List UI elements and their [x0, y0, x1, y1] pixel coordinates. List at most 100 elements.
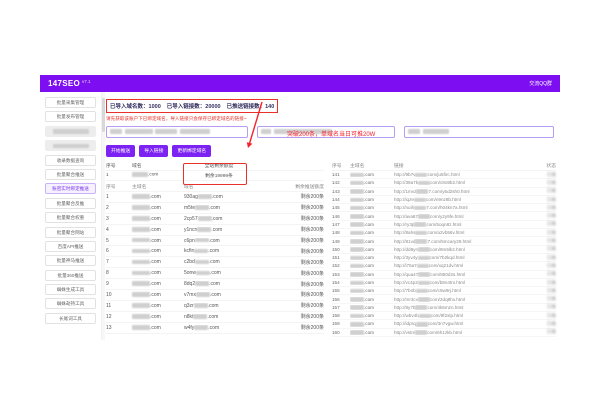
bind-token-input[interactable] — [106, 125, 248, 138]
row-index: 159 — [332, 321, 340, 327]
masked-text — [350, 230, 364, 236]
start-push-button[interactable]: 开始推送 — [106, 144, 136, 157]
scrollbar[interactable] — [102, 92, 105, 340]
quota-cell: 剩余200条 — [300, 248, 324, 255]
masked-text — [350, 222, 364, 227]
masked-text — [132, 216, 150, 221]
main-domain-cell: .com — [132, 303, 184, 309]
col-link: 链接 — [394, 164, 404, 170]
main-domain-cell: .com — [132, 227, 184, 233]
quota-cell: 剩余200条 — [300, 205, 324, 212]
status-masked-text: 已推 — [546, 287, 556, 293]
summary-label: 已推送链接数： — [226, 104, 266, 110]
sidebar-item[interactable]: 蜘蛛生成工具 — [45, 284, 96, 296]
status-masked-text: 已推 — [546, 320, 556, 326]
sidebar-item[interactable]: 账密实时绑定推送 — [45, 183, 96, 195]
table-row: 141 .com http://9b7v com/ju5firc.html 已推 — [332, 171, 556, 180]
sidebar-item[interactable] — [45, 140, 96, 152]
main-domain-cell: .com — [350, 263, 394, 269]
qq-group-link[interactable]: 交流QQ群 — [529, 81, 552, 87]
quota-cell: 剩余200条 — [300, 216, 324, 223]
table-row: 10 .com v7mx .com 剩余200条 — [106, 290, 324, 301]
quota-cell: 剩余19999条 — [205, 173, 233, 179]
masked-label — [408, 129, 420, 134]
sidebar-item[interactable]: 收录数据查询 — [45, 154, 96, 166]
col-domain: 域名 — [132, 164, 142, 170]
table-row: 3 .com 2cp57 .com 剩余200条 — [106, 214, 324, 225]
masked-text — [416, 189, 429, 194]
import-links-button[interactable]: 导入链接 — [139, 144, 169, 157]
masked-text — [132, 325, 150, 330]
col-site-quota: 全站剩余额度 — [204, 164, 234, 170]
status-cell: 已推 — [536, 197, 556, 203]
status-cell: 已推 — [536, 172, 556, 178]
sidebar-item[interactable]: 批量聚合反推 — [45, 197, 96, 209]
sidebar-item[interactable] — [45, 125, 96, 137]
masked-text — [350, 322, 364, 327]
sidebar-item[interactable]: 批量神马推送 — [45, 255, 96, 267]
account-input[interactable] — [257, 125, 395, 138]
table-row: 11 .com q3zr .com 剩余200条 — [106, 301, 324, 312]
status-masked-text: 已推 — [546, 204, 556, 210]
link-cell: http://mr3cv com/2dq8hx.html — [394, 296, 465, 302]
main-domain-cell: .com — [350, 313, 394, 319]
status-cell: 已推 — [536, 188, 556, 194]
row-index: 157 — [332, 304, 340, 310]
row-index: 147 — [332, 221, 340, 227]
masked-text — [195, 281, 210, 286]
masked-text — [350, 255, 364, 261]
app-version: v7.1 — [82, 79, 91, 84]
quota-input[interactable] — [404, 125, 554, 138]
status-cell: 已推 — [536, 296, 556, 302]
sidebar-item[interactable]: 批量聚合网站 — [45, 226, 96, 238]
sidebar-item[interactable]: 批量采集管理 — [45, 97, 96, 108]
masked-text — [132, 205, 150, 210]
masked-text — [194, 248, 209, 254]
table-row: 153 .com http://qua47 com/850d2s.html 已推 — [332, 271, 556, 279]
sidebar-item[interactable]: 蜘蛛劫持工具 — [45, 298, 96, 310]
status-cell: 已推 — [536, 271, 556, 277]
table-row: 7 .com c2bd .com 剩余200条 — [106, 257, 324, 269]
bind-tip-text: 请先获取该账户下已绑定域名，导入链接只会保存已绑定域名的链接~ — [106, 115, 247, 121]
link-cell: http://ry3p com/5oqn8z.html — [394, 221, 462, 227]
masked-label — [110, 129, 122, 134]
main-domain-cell: .com — [350, 288, 394, 294]
masked-text — [415, 288, 428, 294]
sidebar-item[interactable]: 批量聚合推送 — [45, 168, 96, 180]
table-row: 1 .com 剩余19999条 — [106, 171, 324, 181]
masked-text — [350, 239, 364, 244]
masked-text — [197, 227, 212, 232]
sidebar-item[interactable]: 批量发布管理 — [45, 111, 96, 123]
status-cell: 已推 — [536, 238, 556, 244]
masked-text — [414, 205, 427, 211]
row-index: 5 — [106, 237, 109, 244]
table-row: 147 .com http://ry3p com/5oqn8z.html 已推 — [332, 221, 556, 230]
sidebar-item[interactable]: 批量聚合权重 — [45, 212, 96, 224]
status-masked-text: 已推 — [546, 271, 556, 277]
masked-text — [350, 272, 364, 277]
masked-text — [193, 314, 208, 319]
sidebar-item[interactable]: 长尾词工具 — [45, 312, 96, 324]
scrollbar-thumb[interactable] — [102, 98, 105, 132]
domain-cell: v7mx .com — [184, 291, 221, 298]
masked-text — [418, 214, 431, 219]
link-cell: http://8y7b com/4k5mzn.html — [394, 304, 464, 310]
main-domain-cell: .com — [350, 214, 394, 219]
row-index: 156 — [332, 296, 340, 302]
masked-text — [194, 259, 209, 265]
domain-cell: n8kt .com — [184, 313, 219, 320]
masked-text — [417, 280, 430, 286]
quota-cell: 剩余200条 — [300, 270, 324, 277]
masked-text — [132, 314, 150, 319]
row-index: 160 — [332, 329, 340, 335]
sidebar-item[interactable]: 批量360推送 — [45, 269, 96, 281]
status-masked-text: 已推 — [546, 329, 556, 335]
link-cell: http://9b7v com/ju5firc.html — [394, 172, 460, 178]
quota-cell: 剩余200条 — [300, 292, 324, 299]
status-cell: 已推 — [536, 329, 556, 335]
update-bound-domains-button[interactable]: 更新绑定域名 — [172, 144, 212, 157]
sidebar-item[interactable]: 百度API推送 — [45, 240, 96, 252]
summary-value: 1000 — [148, 104, 161, 110]
table-row: 8 .com 5onw .com 剩余200条 — [106, 268, 324, 280]
summary-pair: 已导入链接数：20000 — [167, 104, 221, 110]
